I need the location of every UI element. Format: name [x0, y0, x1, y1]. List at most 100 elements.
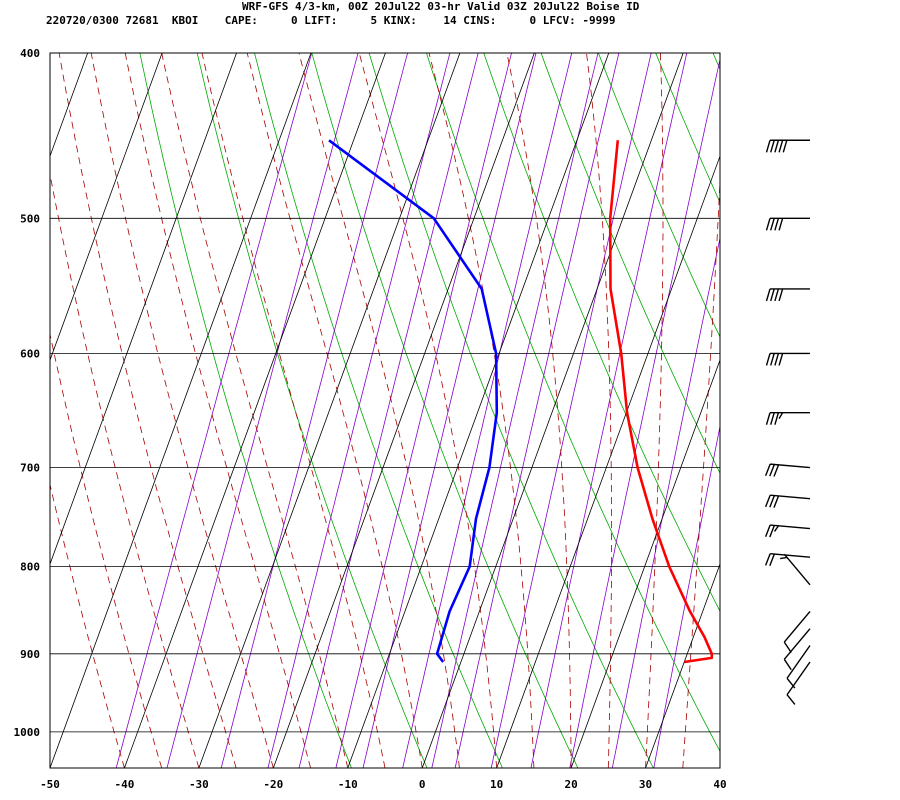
moist-adiabat: [50, 172, 200, 768]
wind-barb-shaft: [770, 553, 811, 558]
wind-barb-feather: [774, 140, 780, 153]
x-tick-label: 20: [564, 778, 577, 791]
wind-barb-feather: [770, 218, 775, 231]
wind-barb-feather: [774, 353, 780, 366]
x-tick-label: -40: [115, 778, 135, 791]
wind-barb: [786, 661, 811, 705]
mixing-ratio-line: [402, 53, 573, 768]
y-tick-label: 1000: [14, 726, 41, 739]
moist-adiabat: [645, 53, 664, 768]
moist-adiabats: [50, 53, 720, 768]
x-tick-label: -30: [189, 778, 209, 791]
wind-barb-feather: [765, 353, 771, 366]
wind-barb-shaft: [786, 645, 811, 679]
wind-barb-feather: [769, 464, 775, 477]
wind-barb: [764, 524, 811, 538]
wind-barb: [764, 463, 811, 477]
wind-barb-feather: [778, 140, 784, 153]
station-info: 220720/0300 72681 KBOI CAPE: 0 LIFT: 5 K…: [46, 14, 616, 27]
wind-barb-feather: [770, 288, 775, 302]
y-tick-label: 900: [20, 648, 40, 661]
wind-barb-feather: [764, 553, 771, 566]
wind-barb-feather: [786, 677, 796, 689]
mixing-ratio-line: [362, 53, 537, 768]
wind-barb-feather: [774, 412, 780, 425]
plot-frame: [49, 52, 721, 769]
dry-adiabat: [828, 53, 900, 768]
dry-adiabat: [426, 53, 720, 753]
dry-adiabat: [770, 53, 900, 768]
wind-barb-shaft: [770, 463, 811, 469]
isotherm: [50, 53, 163, 362]
x-tick-label: 0: [419, 778, 426, 791]
wind-barb-feather: [769, 553, 775, 566]
moist-adiabat: [358, 53, 498, 768]
moist-adiabat: [161, 53, 349, 768]
moist-adiabat: [58, 53, 237, 768]
dry-adiabat: [311, 53, 579, 768]
moist-adiabat: [298, 53, 460, 768]
wind-barb: [765, 288, 810, 302]
wind-barb-feather: [778, 288, 784, 302]
isotherm: [124, 53, 386, 768]
x-tick-label: 40: [713, 778, 726, 791]
y-tick-label: 700: [20, 462, 40, 475]
wind-barb-shaft: [786, 661, 811, 696]
moist-adiabat: [506, 53, 572, 768]
wind-barb-feather: [778, 218, 784, 231]
wind-barb-feather: [780, 556, 788, 560]
isotherm: [50, 53, 312, 768]
dry-adiabat: [254, 53, 503, 768]
wind-barb-feather: [774, 218, 780, 231]
wind-barb-shaft: [770, 494, 811, 500]
moist-adiabat: [90, 53, 274, 768]
isotherm: [198, 53, 461, 768]
y-tick-label: 800: [20, 561, 40, 574]
moist-adiabat: [719, 763, 720, 768]
temperature-trace: [608, 140, 714, 664]
wind-barbs: [764, 139, 811, 705]
wind-barb-feather: [765, 218, 771, 231]
wind-barb: [783, 628, 811, 671]
x-tick-label: -20: [263, 778, 283, 791]
isotherm: [0, 53, 13, 768]
x-tick-label: 30: [639, 778, 652, 791]
wind-barb-feather: [773, 464, 780, 477]
wind-barb-feather: [765, 412, 771, 425]
wind-barb-feather: [765, 140, 771, 153]
wind-barb: [765, 411, 810, 425]
wind-barb-shaft: [783, 610, 811, 643]
wind-barb: [765, 139, 810, 153]
wind-barb-shaft: [783, 553, 811, 586]
wind-barb-feather: [764, 524, 771, 537]
mixing-ratio-line: [298, 53, 479, 768]
moist-adiabat: [428, 53, 535, 768]
wind-barb: [765, 352, 810, 366]
dry-adiabat: [483, 53, 720, 612]
wind-barb-feather: [769, 495, 775, 508]
isotherm: [570, 358, 720, 768]
wind-barb: [765, 217, 810, 231]
isotherm: [272, 53, 535, 768]
isotherm: [50, 53, 237, 566]
grid: [0, 53, 720, 768]
mixing-ratio-line: [267, 53, 451, 768]
isotherm: [719, 766, 720, 768]
wind-barb-feather: [778, 353, 784, 366]
wind-barb-shaft: [783, 628, 811, 660]
chart-title: WRF-GFS 4/3-km, 00Z 20Jul22 03-hr Valid …: [242, 0, 640, 13]
x-tick-label: -50: [40, 778, 60, 791]
wind-barb: [764, 494, 811, 508]
profile-traces: [328, 139, 714, 664]
x-tick-label: 10: [490, 778, 503, 791]
dry-adiabat: [712, 53, 720, 71]
wind-barb-feather: [764, 494, 771, 508]
wind-barb-feather: [783, 658, 792, 671]
dry-adiabat: [368, 53, 654, 768]
wind-barb-feather: [774, 288, 780, 302]
wind-barb-feather: [769, 525, 775, 538]
mixing-ratio-line: [653, 424, 720, 768]
mixing-ratio-line: [115, 53, 313, 768]
dry-adiabat: [598, 53, 720, 338]
